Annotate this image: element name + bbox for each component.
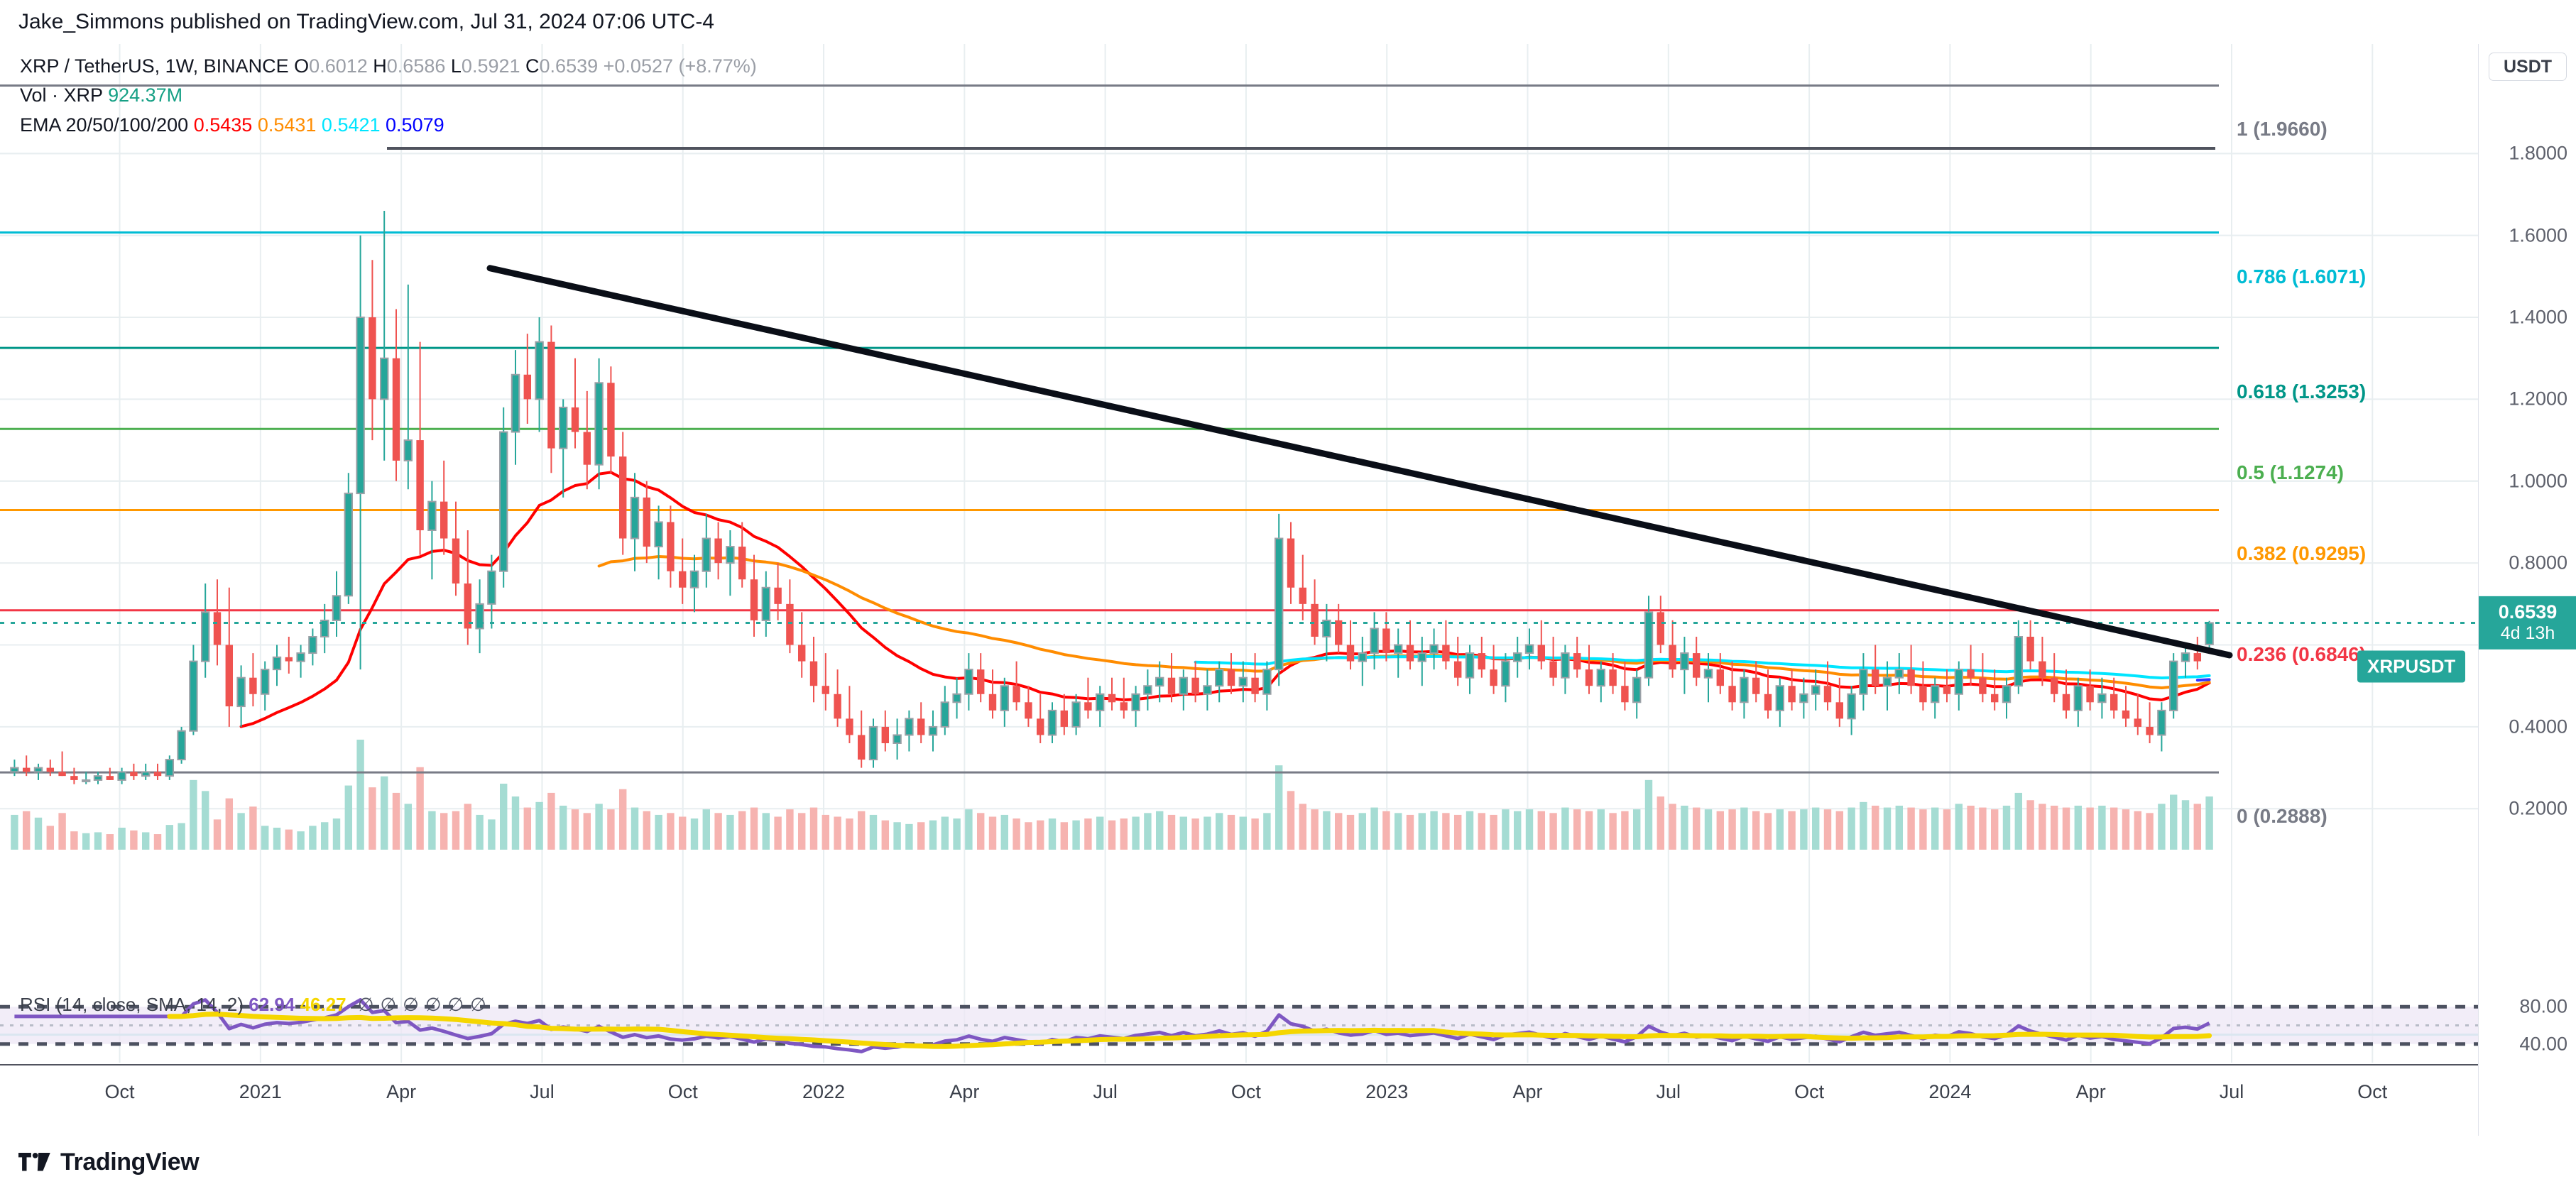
price-series-svg xyxy=(0,84,2478,850)
price-tick: 1.2000 xyxy=(2509,388,2567,410)
chart-frame: XRP / TetherUS, 1W, BINANCE O0.6012 H0.6… xyxy=(0,44,2576,1136)
time-tick[interactable]: Apr xyxy=(386,1081,417,1102)
symbol-price-tag: XRPUSDT xyxy=(2357,650,2466,683)
time-tick[interactable]: Oct xyxy=(1794,1081,1825,1102)
time-tick[interactable]: 2023 xyxy=(1365,1081,1409,1102)
time-tick[interactable]: Apr xyxy=(949,1081,980,1102)
attribution-text: Jake_Simmons published on TradingView.co… xyxy=(18,10,714,33)
time-axis[interactable]: Oct 2021 Apr Jul Oct 2022 Apr Jul Oct 2023 Apr Jul O… xyxy=(0,1064,2478,1135)
rsi-tick: 40.00 xyxy=(2519,1033,2567,1055)
time-tick[interactable]: Oct xyxy=(1230,1081,1261,1102)
last-price-value: 0.6539 xyxy=(2498,601,2558,623)
tradingview-mark-icon xyxy=(18,1152,50,1171)
attribution-bar: Jake_Simmons published on TradingView.co… xyxy=(0,0,2576,44)
time-tick[interactable]: Oct xyxy=(2357,1081,2388,1102)
price-tick: 0.8000 xyxy=(2509,552,2567,574)
rsi-series-svg xyxy=(0,998,2478,1053)
price-tick: 1.6000 xyxy=(2509,224,2567,246)
price-tick: 0.4000 xyxy=(2509,716,2567,738)
time-tick[interactable]: Apr xyxy=(1512,1081,1543,1102)
chart-plot-area[interactable] xyxy=(0,44,2478,1063)
time-tick[interactable]: Jul xyxy=(2219,1081,2244,1102)
time-tick[interactable]: 2021 xyxy=(239,1081,282,1102)
price-scale-axis[interactable]: USDT 1.8000 1.6000 1.4000 1.2000 1.0000 0.800… xyxy=(2478,44,2576,1136)
time-tick[interactable]: Jul xyxy=(1093,1081,1118,1102)
tradingview-wordmark: TradingView xyxy=(60,1149,200,1176)
time-tick[interactable]: Apr xyxy=(2075,1081,2106,1102)
time-tick[interactable]: 2022 xyxy=(802,1081,846,1102)
price-tick: 1.4000 xyxy=(2509,306,2567,328)
price-tick: 1.8000 xyxy=(2509,142,2567,164)
tradingview-logo: TradingView xyxy=(18,1149,200,1176)
time-tick[interactable]: Oct xyxy=(104,1081,135,1102)
price-tick: 0.2000 xyxy=(2509,797,2567,819)
time-tick[interactable]: Jul xyxy=(530,1081,555,1102)
rsi-tick: 80.00 xyxy=(2519,995,2567,1017)
bar-countdown: 4d 13h xyxy=(2500,623,2555,644)
time-tick[interactable]: Jul xyxy=(1656,1081,1681,1102)
footer-bar: TradingView xyxy=(0,1136,2576,1189)
last-price-badge: 0.6539 4d 13h xyxy=(2479,596,2576,650)
currency-badge[interactable]: USDT xyxy=(2489,53,2567,81)
price-tick: 1.0000 xyxy=(2509,470,2567,492)
chart-gridlines xyxy=(0,44,2478,1063)
time-tick[interactable]: Oct xyxy=(667,1081,698,1102)
time-tick[interactable]: 2024 xyxy=(1928,1081,1972,1102)
